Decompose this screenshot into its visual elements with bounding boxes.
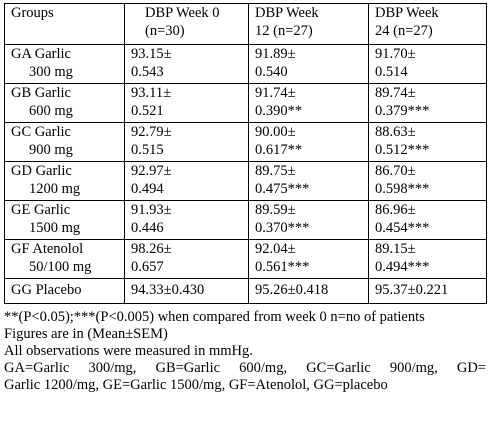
group-cell: GG Placebo xyxy=(4,278,125,304)
week0-cell: 93.15± 0.543 xyxy=(124,44,249,84)
group-cell: GF Atenolol 50/100 mg xyxy=(4,239,125,279)
week12-cell: 90.00± 0.617** xyxy=(248,122,369,162)
group-cell: GC Garlic 900 mg xyxy=(4,122,125,162)
footnote-figures: Figures are in (Mean±SEM) xyxy=(4,326,168,342)
group-cell: GA Garlic 300 mg xyxy=(4,44,125,84)
week12-cell: 89.59± 0.370*** xyxy=(248,200,369,240)
header-week12: DBP Week 12 (n=27) xyxy=(248,3,369,45)
week0-cell: 93.11± 0.521 xyxy=(124,83,249,123)
week12-cell: 91.74± 0.390** xyxy=(248,83,369,123)
table-row: GA Garlic 300 mg 93.15± 0.543 91.89± 0.540 … xyxy=(4,44,487,84)
table-footnotes: **(P<0.05);***(P<0.005) when compared fr… xyxy=(4,309,486,394)
week24-cell: 89.15± 0.494*** xyxy=(368,239,487,279)
table-row: GG Placebo 94.33±0.430 95.26±0.418 95.37… xyxy=(4,278,487,304)
week0-cell: 94.33±0.430 xyxy=(124,278,249,304)
footnote-abbreviations-cont: Garlic 1200/mg, GE=Garlic 1500/mg, GF=At… xyxy=(4,377,388,393)
header-groups: Groups xyxy=(4,3,125,45)
table-row: GB Garlic 600 mg 93.11± 0.521 91.74± 0.390*… xyxy=(4,83,487,123)
dbp-table: Groups DBP Week 0 (n=30) DBP Week 12 (n=… xyxy=(4,3,487,304)
table-row: GE Garlic 1500 mg 91.93± 0.446 89.59± 0.370… xyxy=(4,200,487,240)
week24-cell: 89.74± 0.379*** xyxy=(368,83,487,123)
week12-cell: 91.89± 0.540 xyxy=(248,44,369,84)
week12-cell: 95.26±0.418 xyxy=(248,278,369,304)
table-row: GC Garlic 900 mg 92.79± 0.515 90.00± 0.617*… xyxy=(4,122,487,162)
group-cell: GE Garlic 1500 mg xyxy=(4,200,125,240)
week0-cell: 92.79± 0.515 xyxy=(124,122,249,162)
week24-cell: 95.37±0.221 xyxy=(368,278,487,304)
week24-cell: 86.96± 0.454*** xyxy=(368,200,487,240)
table-row: GD Garlic 1200 mg 92.97± 0.494 89.75± 0.475… xyxy=(4,161,487,201)
week12-cell: 92.04± 0.561*** xyxy=(248,239,369,279)
week24-cell: 88.63± 0.512*** xyxy=(368,122,487,162)
table-header-row: Groups DBP Week 0 (n=30) DBP Week 12 (n=… xyxy=(4,3,487,45)
week24-cell: 91.70± 0.514 xyxy=(368,44,487,84)
header-week24: DBP Week 24 (n=27) xyxy=(368,3,487,45)
group-cell: GD Garlic 1200 mg xyxy=(4,161,125,201)
header-week0: DBP Week 0 (n=30) xyxy=(124,3,249,45)
week0-cell: 92.97± 0.494 xyxy=(124,161,249,201)
footnote-significance: **(P<0.05);***(P<0.005) when compared fr… xyxy=(4,309,425,325)
footnote-abbreviations: GA=Garlic 300/mg, GB=Garlic 600/mg, GC=G… xyxy=(4,360,486,376)
week0-cell: 98.26± 0.657 xyxy=(124,239,249,279)
week12-cell: 89.75± 0.475*** xyxy=(248,161,369,201)
week0-cell: 91.93± 0.446 xyxy=(124,200,249,240)
group-cell: GB Garlic 600 mg xyxy=(4,83,125,123)
footnote-units: All observations were measured in mmHg. xyxy=(4,343,253,359)
table-row: GF Atenolol 50/100 mg 98.26± 0.657 92.04± 0… xyxy=(4,239,487,279)
week24-cell: 86.70± 0.598*** xyxy=(368,161,487,201)
